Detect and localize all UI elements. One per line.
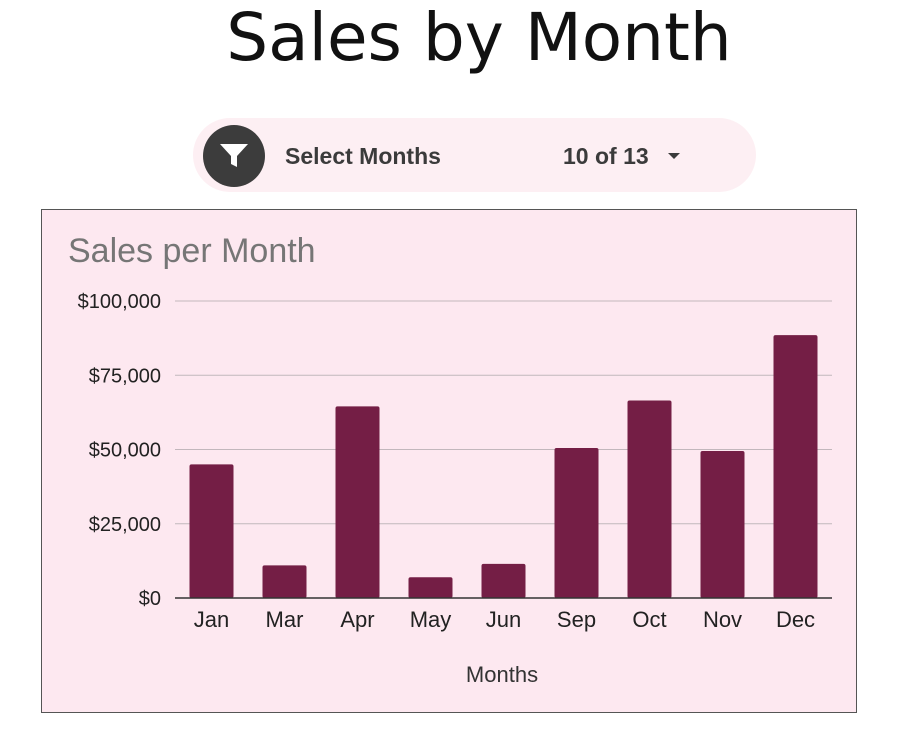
- page-title: Sales by Month: [226, 0, 732, 76]
- filter-icon[interactable]: [203, 125, 265, 187]
- x-tick-label: Apr: [340, 607, 374, 632]
- chart-title: Sales per Month: [68, 232, 316, 270]
- bar: [262, 565, 307, 598]
- bar: [408, 577, 453, 598]
- bar: [335, 406, 380, 598]
- bar-chart: $0 $25,000 $50,000 $75,000 $100,000 Jan Mar Apr…: [78, 291, 832, 632]
- bar: [627, 400, 672, 598]
- x-tick-label: Nov: [703, 607, 742, 632]
- y-tick-label: $50,000: [89, 440, 161, 462]
- y-tick-label: $25,000: [89, 514, 161, 536]
- y-tick-label: $100,000: [78, 291, 161, 313]
- bar: [773, 335, 818, 598]
- x-tick-label: Mar: [266, 607, 304, 632]
- bar: [700, 450, 745, 598]
- x-tick-label: Oct: [632, 607, 666, 632]
- x-tick-label: Dec: [776, 607, 815, 632]
- y-tick-label: $0: [139, 588, 161, 610]
- filter-label: Select Months: [285, 143, 441, 169]
- filter-funnel-shape: [220, 144, 248, 167]
- bar: [554, 448, 599, 598]
- bar: [189, 464, 234, 598]
- x-tick-label: Jun: [486, 607, 521, 632]
- x-tick-label: Sep: [557, 607, 596, 632]
- bar: [481, 563, 526, 598]
- x-tick-label: Jan: [194, 607, 229, 632]
- y-tick-label: $75,000: [89, 365, 161, 387]
- chart-card: Sales per Month $0 $25,000 $50,000 $75,000 $…: [41, 209, 857, 713]
- filter-selection-count[interactable]: 10 of 13: [563, 143, 649, 169]
- chevron-down-icon[interactable]: [668, 153, 680, 159]
- x-axis-title: Months: [465, 662, 539, 687]
- x-tick-label: May: [410, 607, 452, 632]
- month-filter-control[interactable]: Select Months 10 of 13: [193, 118, 756, 192]
